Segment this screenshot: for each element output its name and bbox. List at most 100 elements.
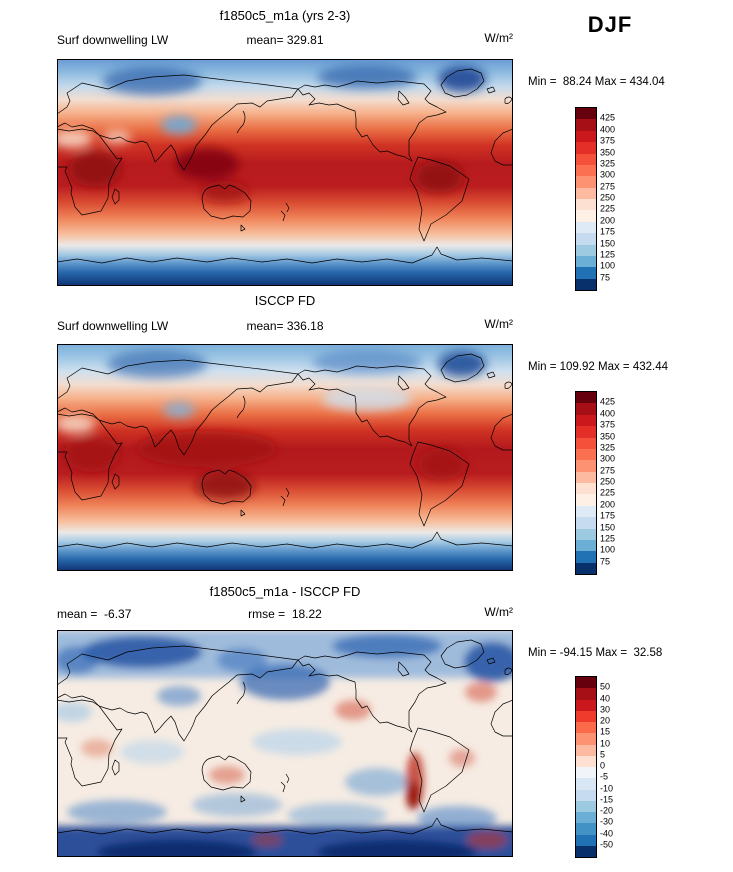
colorbar-tick-label: -50 [600,839,614,850]
panel3-units-label: W/m² [484,605,513,619]
colorbar-segment [576,823,596,835]
diff-field-anomaly-blobs [57,630,513,857]
map-obs-panel [57,344,513,571]
colorbar-tick-label: 225 [600,203,616,214]
panel1-field-label: Surf downwelling LW [57,33,169,47]
colorbar-segment [576,733,596,745]
diff-map-svg [57,630,513,857]
colorbar-segment [576,845,596,857]
colorbar-tick-label: 425 [600,112,616,123]
colorbar-tick-label: 175 [600,226,616,237]
colorbar-segment [576,699,596,711]
colorbar-tick-label: 400 [600,124,616,135]
colorbar-segment [576,392,596,404]
colorbar-tick-label: 375 [600,135,616,146]
colorbar-tick-label: 100 [600,544,616,555]
colorbar-segment [576,130,596,143]
colorbar-segment [576,688,596,700]
colorbar-tick-label: 350 [600,147,616,157]
colorbar-tick-label: 100 [600,260,616,271]
colorbar-segment [576,812,596,824]
colorbar-segment [576,789,596,801]
colorbar-tick-label: 150 [600,238,616,248]
colorbar-segment [576,414,596,427]
colorbar-tick-label: 125 [600,533,616,544]
colorbar-segment [576,722,596,734]
colorbar-segment [576,778,596,790]
colorbar-tick-label: 75 [600,556,611,567]
panel1-mean-label: mean= 329.81 [246,33,324,47]
colorbar-tick-label: 5 [600,749,606,760]
colorbar-segment [576,494,596,506]
panel1-title: f1850c5_m1a (yrs 2-3) [219,8,351,23]
colorbar-tick-label: 20 [600,715,611,726]
colorbar-tick-label: 375 [600,419,616,430]
colorbar-segment [576,551,596,563]
panel2-minmax: Min = 109.92 Max = 432.44 [528,361,669,373]
panel2-field-label: Surf downwelling LW [57,319,169,333]
colorbar-segment [576,460,596,472]
colorbar-tick-label: 0 [600,760,606,771]
colorbar-tick-label: 15 [600,726,611,737]
colorbar-tick-label: 300 [600,453,616,464]
colorbar-segment [576,255,596,268]
colorbar-tick-label: 10 [600,738,611,748]
panel1-colorbar: 425 400 375 350 325 300 275 250 225 200 175 150 125 1… [575,107,645,291]
colorbar-segment [576,677,596,689]
colorbar-segment [576,505,596,518]
colorbar-bar [575,676,597,858]
panel2-mean-label: mean= 336.18 [246,319,324,333]
colorbar-segment [576,187,596,199]
colorbar-segment [576,210,596,222]
colorbar-tick-label: 150 [600,522,616,532]
colorbar-tick-label: -10 [600,783,614,793]
obs-field-anomaly-blobs [57,350,486,500]
colorbar-segment [576,221,596,234]
colorbar-tick-label: 250 [600,476,616,487]
colorbar-tick-label: 350 [600,431,616,441]
panel3-minmax: Min = -94.15 Max = 32.58 [528,647,663,659]
colorbar-tick-label: 275 [600,181,616,192]
map-border [57,59,513,286]
panel1-units-label: W/m² [484,31,513,45]
map-model-panel [57,59,513,286]
colorbar-tick-label: -30 [600,816,614,827]
colorbar-tick-label: 425 [600,396,616,407]
colorbar-segment [576,176,596,188]
colorbar-tick-label: 225 [600,487,616,498]
colorbar-segment [576,755,596,767]
colorbar-segment [576,278,596,290]
map-border [57,630,513,857]
colorbar-tick-label: -20 [600,805,614,816]
colorbar-segment [576,267,596,279]
season-label: DJF [587,12,633,37]
colorbar-segment [576,233,596,245]
colorbar-segment [576,108,596,120]
colorbar-tick-label: -40 [600,828,614,838]
colorbar-ticks: 50 40 30 20 15 10 5 0 -5 -10 -15 -20 -30 -40 -50 [600,676,642,856]
panel3-colorbar: 50 40 30 20 15 10 5 0 -5 -10 -15 -20 -30 -40 -50 [575,676,645,858]
colorbar-segment [576,426,596,438]
colorbar-segment [576,153,596,165]
colorbar-tick-label: 325 [600,442,616,453]
colorbar-tick-label: 200 [600,215,616,226]
colorbar-segment [576,199,596,211]
colorbar-tick-label: 175 [600,510,616,521]
colorbar-segment [576,142,596,154]
colorbar-segment [576,528,596,540]
colorbar-tick-label: -15 [600,794,614,805]
model-field-anomaly-blobs [57,65,486,203]
colorbar-segment [576,744,596,756]
map-diff-panel [57,630,513,857]
colorbar-tick-label: 75 [600,272,611,283]
panel2-title: ISCCP FD [254,293,316,308]
colorbar-tick-label: 40 [600,693,611,703]
colorbar-tick-label: 250 [600,192,616,203]
colorbar-tick-label: 325 [600,158,616,169]
colorbar-segment [576,403,596,415]
colorbar-tick-label: 200 [600,499,616,510]
map-border [57,344,513,571]
colorbar-tick-label: 275 [600,465,616,476]
model-map-svg [57,59,513,286]
